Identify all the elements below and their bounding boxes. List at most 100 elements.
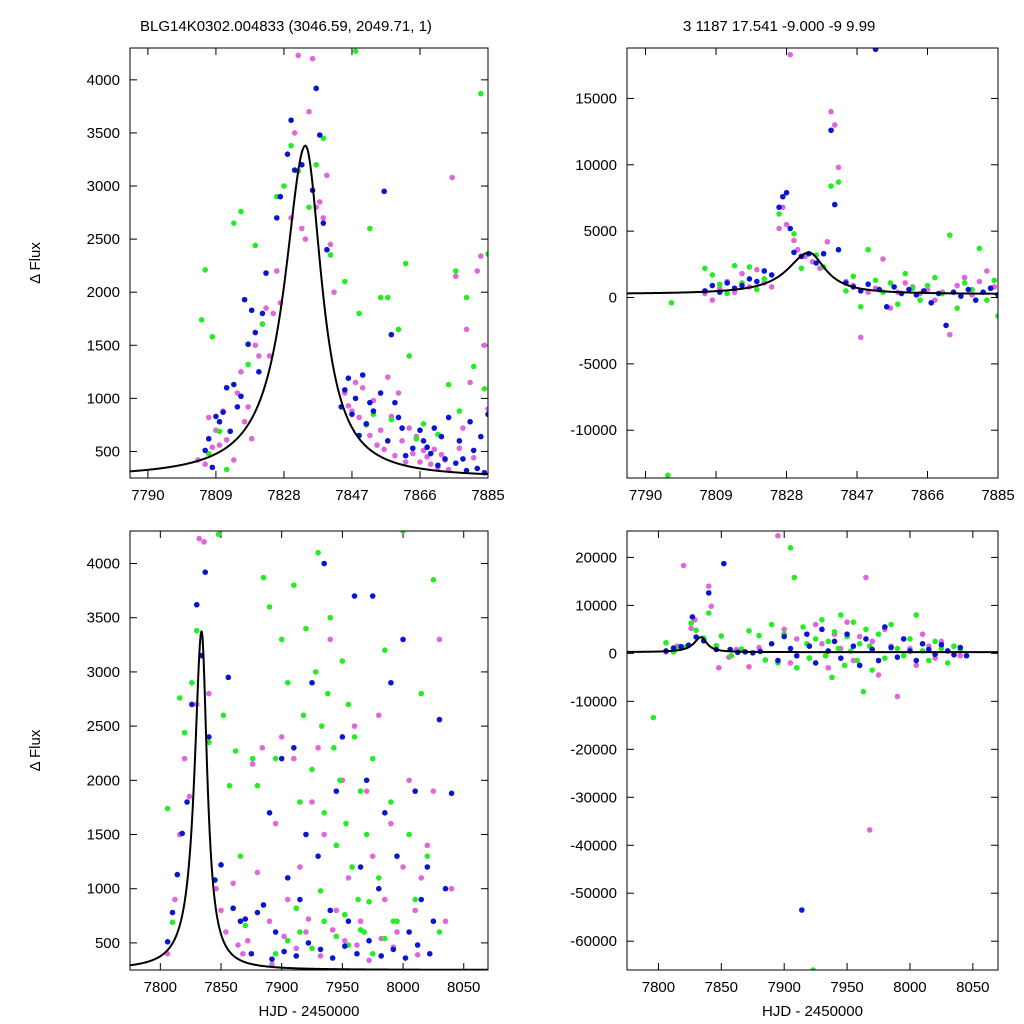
data-point-magenta (181, 755, 188, 762)
data-point-magenta (791, 237, 797, 244)
data-point-blue (329, 955, 336, 961)
data-point-blue (227, 428, 234, 435)
data-point-blue (316, 132, 323, 138)
data-point-green (841, 662, 848, 669)
x-tick-label: 8050 (956, 979, 989, 996)
data-point-magenta (342, 937, 348, 944)
y-tick-label: 1000 (87, 390, 120, 407)
data-point-green (791, 231, 797, 237)
data-point-blue (678, 643, 684, 650)
data-point-blue (388, 331, 395, 338)
data-point-green (456, 408, 463, 414)
y-tick-label: -20000 (570, 741, 617, 758)
plot-frame (129, 530, 489, 971)
data-point-blue (381, 188, 387, 195)
data-point-magenta (902, 280, 909, 286)
data-point-blue (352, 395, 359, 402)
data-point-blue (179, 830, 185, 837)
x-tick-label: 7866 (403, 487, 436, 504)
data-point-green (822, 652, 829, 659)
x-tick-label: 7885 (471, 487, 504, 504)
data-point-magenta (399, 438, 405, 444)
data-point-blue (844, 631, 850, 637)
data-point-green (352, 48, 359, 54)
plot-frame (626, 530, 999, 971)
data-point-blue (761, 268, 768, 274)
data-point-magenta (420, 447, 427, 454)
data-point-blue (478, 433, 484, 440)
data-point-blue (452, 460, 459, 466)
data-point-green (327, 252, 334, 258)
data-point-green (902, 270, 909, 277)
data-point-magenta (812, 621, 819, 628)
data-point-green (768, 621, 775, 628)
data-point-magenta (831, 122, 838, 128)
data-point-green (205, 450, 212, 457)
x-tick-label: 7828 (267, 487, 300, 504)
data-point-magenta (438, 451, 445, 458)
data-point-blue (205, 435, 212, 442)
data-point-green (377, 294, 384, 301)
data-point-magenta (303, 929, 309, 935)
data-point-magenta (824, 238, 831, 245)
data-point-blue (291, 744, 297, 751)
data-point-green (284, 937, 291, 944)
data-point-magenta (384, 374, 391, 380)
data-point-blue (273, 215, 280, 221)
data-point-green (825, 638, 832, 645)
data-point-blue (342, 387, 348, 393)
data-point-magenta (263, 305, 269, 311)
data-point-magenta (913, 662, 920, 669)
data-point-green (882, 655, 888, 661)
data-point-blue (438, 433, 445, 440)
y-tick-label: 10000 (575, 597, 617, 614)
data-point-magenta (248, 435, 255, 442)
data-point-magenta (787, 51, 794, 58)
data-point-green (854, 657, 860, 664)
data-point-magenta (354, 942, 360, 948)
data-point-green (245, 361, 251, 368)
data-point-green (831, 628, 838, 635)
data-point-blue (370, 408, 377, 414)
data-point-magenta (775, 532, 781, 539)
data-point-green (351, 734, 358, 740)
data-point-magenta (946, 331, 953, 338)
data-point-magenta (302, 236, 309, 242)
data-point-green (924, 282, 931, 289)
y-tick-label: 0 (609, 645, 617, 662)
data-point-green (366, 898, 372, 905)
data-point-green (406, 353, 413, 359)
data-point-green (835, 179, 842, 185)
data-point-green (481, 386, 488, 392)
x-tick-label: 7847 (840, 487, 873, 504)
data-point-blue (225, 674, 232, 681)
y-tick-label: -30000 (570, 789, 617, 806)
data-point-blue (474, 465, 481, 472)
data-point-green (718, 633, 725, 639)
y-tick-label: -60000 (570, 933, 617, 950)
data-point-green (863, 626, 869, 633)
data-point-magenta (299, 225, 305, 232)
data-point-magenta (402, 459, 409, 465)
data-point-blue (709, 282, 716, 289)
plot-frame (626, 47, 999, 479)
data-point-blue (799, 907, 805, 913)
data-point-blue (417, 427, 423, 434)
data-point-blue (277, 193, 284, 200)
data-point-green (478, 90, 484, 97)
data-point-magenta (297, 864, 303, 870)
panel-bottom-right: 7800 7850 7900 7950 8000 8050 -60000 -50000 -400… (570, 530, 999, 1020)
data-point-green (787, 544, 794, 551)
data-point-magenta (481, 342, 488, 349)
data-point-blue (320, 220, 327, 226)
x-axis-label: HJD - 2450000 (762, 1003, 863, 1020)
x-tick-label: 7828 (770, 487, 803, 504)
data-point-blue (463, 467, 470, 474)
data-point-magenta (327, 241, 334, 248)
x-tick-label: 7866 (911, 487, 944, 504)
data-point-green (320, 135, 327, 142)
data-point-green (303, 625, 309, 632)
data-point-blue (297, 896, 303, 903)
data-point-magenta (309, 799, 315, 805)
data-point-green (668, 300, 675, 306)
